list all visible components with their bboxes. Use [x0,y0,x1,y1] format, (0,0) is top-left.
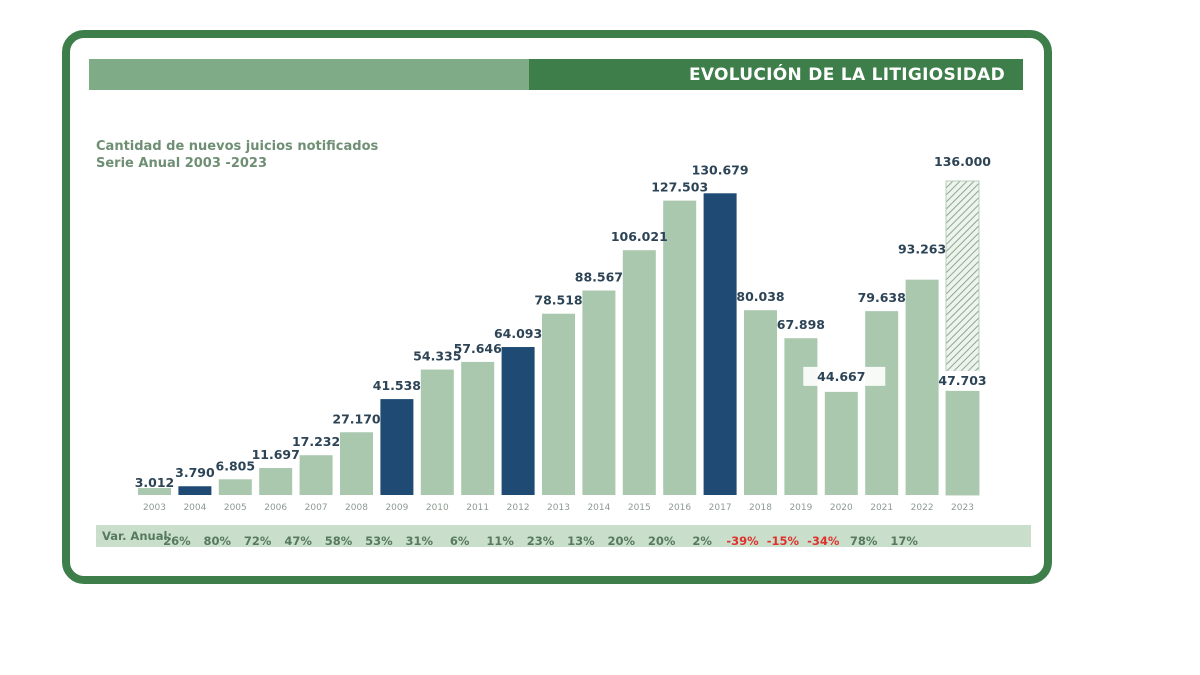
bar-2021 [865,311,899,495]
bar-2014 [582,290,616,495]
value-label-2022: 93.263 [898,242,946,257]
value-label-2012: 64.093 [494,326,542,341]
value-label-2019: 67.898 [777,317,825,332]
bar-2011 [461,361,495,495]
title-band: EVOLUCIÓN DE LA LITIGIOSIDAD [89,59,1023,90]
value-label-2003: 3.012 [135,475,175,490]
bar-2015 [622,250,656,495]
annual-variation-2021: 78% [850,534,878,548]
bar-2007 [299,455,333,495]
bar-2013 [542,313,575,495]
x-tick-2016: 2016 [668,503,691,513]
x-tick-2010: 2010 [426,503,449,513]
x-tick-2018: 2018 [749,503,772,513]
value-label-2007: 17.232 [292,434,340,449]
x-tick-2004: 2004 [183,503,206,513]
annual-variation-2012: 11% [486,534,514,548]
title-band-light [89,59,529,90]
value-label-2009: 41.538 [373,378,421,393]
annual-variation-2016: 20% [648,534,676,548]
annual-variation-2018: -39% [726,534,759,548]
value-label-2010: 54.335 [413,349,461,364]
value-label-2011: 57.646 [454,341,503,356]
value-label-2014: 88.567 [575,270,623,285]
bar-2005 [218,479,252,495]
annual-variation-2013: 23% [527,534,555,548]
value-label-2015: 106.021 [611,229,668,244]
value-label-2004: 3.790 [175,465,215,480]
x-tick-2017: 2017 [709,503,732,513]
bar-2018 [744,310,777,495]
title-band-dark [529,59,1023,90]
value-label-2016: 127.503 [651,180,708,195]
annual-variation-2011: 6% [450,534,470,548]
x-tick-2020: 2020 [830,503,853,513]
x-tick-2005: 2005 [224,503,247,513]
x-tick-2013: 2013 [547,503,570,513]
annual-variation-2015: 20% [608,534,636,548]
x-tick-2014: 2014 [587,503,610,513]
value-label-2021: 79.638 [858,290,906,305]
x-tick-2007: 2007 [305,503,328,513]
annual-variation-2008: 58% [325,534,353,548]
value-label-2020: 44.667 [817,369,865,384]
annual-variation-2007: 47% [284,534,312,548]
annual-variation-2010: 31% [406,534,434,548]
value-label-2005: 6.805 [216,458,256,473]
subtitle-line-2: Serie Anual 2003 -2023 [96,156,267,171]
chart-title: EVOLUCIÓN DE LA LITIGIOSIDAD [688,65,1005,85]
chart-subtitle: Cantidad de nuevos juicios notificados S… [96,138,378,172]
annual-variation-2009: 53% [365,534,393,548]
value-label-2023: 136.000 [934,154,991,169]
x-tick-2008: 2008 [345,503,368,513]
value-label-2008: 27.170 [332,411,381,426]
annual-variation-2020: -34% [807,534,840,548]
x-tick-2006: 2006 [264,503,287,513]
x-tick-2022: 2022 [911,503,934,513]
value-label-2018: 80.038 [736,289,784,304]
annual-variation-2004: 26% [163,534,191,548]
bar-2022 [905,279,939,495]
annual-variation-2017: 2% [692,534,712,548]
bar-2012 [501,347,535,495]
bar-2023-partial [946,384,979,495]
bar-2016 [663,200,697,495]
x-tick-2009: 2009 [385,503,408,513]
annual-variation-2006: 72% [244,534,272,548]
bar-2003 [138,488,171,495]
x-tick-2023: 2023 [951,503,974,513]
bar-2019 [784,338,818,495]
x-tick-2003: 2003 [143,503,166,513]
bar-2017 [703,193,737,495]
x-tick-2021: 2021 [870,503,893,513]
value-label-2006: 11.697 [252,447,300,462]
value-label-2013: 78.518 [534,293,582,308]
label-bg-2023-partial [941,370,984,391]
subtitle-line-1: Cantidad de nuevos juicios notificados [96,139,379,154]
bar-2020 [824,391,858,495]
bar-2008 [340,432,373,495]
chart-frame: EVOLUCIÓN DE LA LITIGIOSIDAD Cantidad de… [62,30,1052,584]
bar-2009 [380,399,414,495]
bar-2006 [259,467,293,495]
x-tick-2019: 2019 [789,503,812,513]
bar-2010 [420,369,454,495]
value-label-2017: 130.679 [692,162,749,177]
x-tick-2015: 2015 [628,503,651,513]
x-tick-2012: 2012 [507,503,530,513]
annual-variation-2022: 17% [890,534,918,548]
value-label-2023-partial: 47.703 [938,373,986,388]
annual-variation-2019: -15% [767,534,800,548]
x-tick-2011: 2011 [466,503,489,513]
annual-variation-label: Var. Anual: [102,529,173,543]
label-bg-2020 [803,366,886,386]
annual-variation-2005: 80% [204,534,232,548]
annual-variation-2014: 13% [567,534,595,548]
annual-variation-row: Var. Anual: [96,525,1031,547]
bar-2004 [178,486,212,495]
